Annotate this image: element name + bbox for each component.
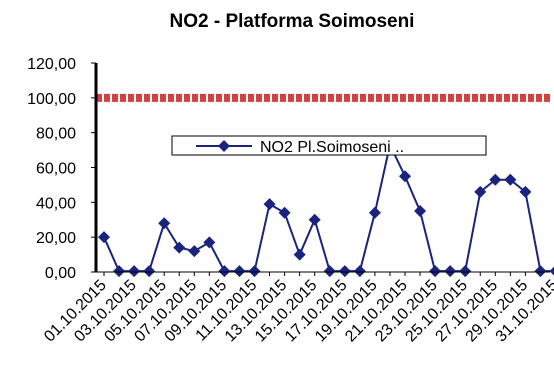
data-point (158, 217, 171, 230)
y-tick-label: 40,00 (36, 195, 76, 212)
data-point (444, 265, 457, 278)
data-point (489, 173, 502, 186)
data-point (519, 185, 532, 198)
data-point (474, 185, 487, 198)
data-point (323, 265, 336, 278)
series-line (103, 141, 554, 273)
data-point (308, 213, 321, 226)
data-point (459, 265, 472, 278)
data-point (338, 265, 351, 278)
data-point (534, 265, 547, 278)
y-tick-label: 80,00 (36, 126, 76, 143)
data-point (173, 241, 186, 254)
data-point (143, 265, 156, 278)
data-point (353, 265, 366, 278)
y-axis: 0,00 20,00 40,00 60,00 80,00 100,00 120,00 (27, 56, 96, 282)
legend-label: NO2 Pl.Soimoseni .. (260, 139, 404, 156)
y-tick-label: 20,00 (36, 230, 76, 247)
data-point (98, 231, 110, 244)
data-point (233, 265, 246, 278)
data-point (399, 170, 411, 183)
data-point (128, 265, 141, 278)
data-point (429, 265, 442, 278)
data-point (203, 236, 216, 249)
legend-marker (218, 140, 230, 152)
data-point (263, 198, 276, 211)
data-point (368, 206, 381, 219)
axes (94, 63, 550, 273)
data-point (549, 266, 554, 276)
y-tick-label: 60,00 (36, 161, 76, 178)
data-point (218, 265, 231, 278)
y-tick-label: 100,00 (27, 91, 76, 108)
data-point (504, 173, 517, 186)
data-point (278, 206, 291, 219)
data-point (113, 265, 126, 278)
data-point (248, 265, 261, 278)
chart-title: NO2 - Platforma Soimoseni (170, 11, 415, 32)
data-point (414, 205, 427, 218)
x-axis: 01.10.201503.10.201505.10.201507.10.2015… (41, 272, 554, 345)
legend: NO2 Pl.Soimoseni .. (171, 135, 487, 156)
data-point (293, 248, 306, 261)
series (98, 138, 554, 278)
y-tick-label: 120,00 (27, 56, 76, 73)
data-point (188, 245, 201, 258)
y-tick-label: 0,00 (45, 265, 76, 282)
legend-box (171, 135, 487, 156)
